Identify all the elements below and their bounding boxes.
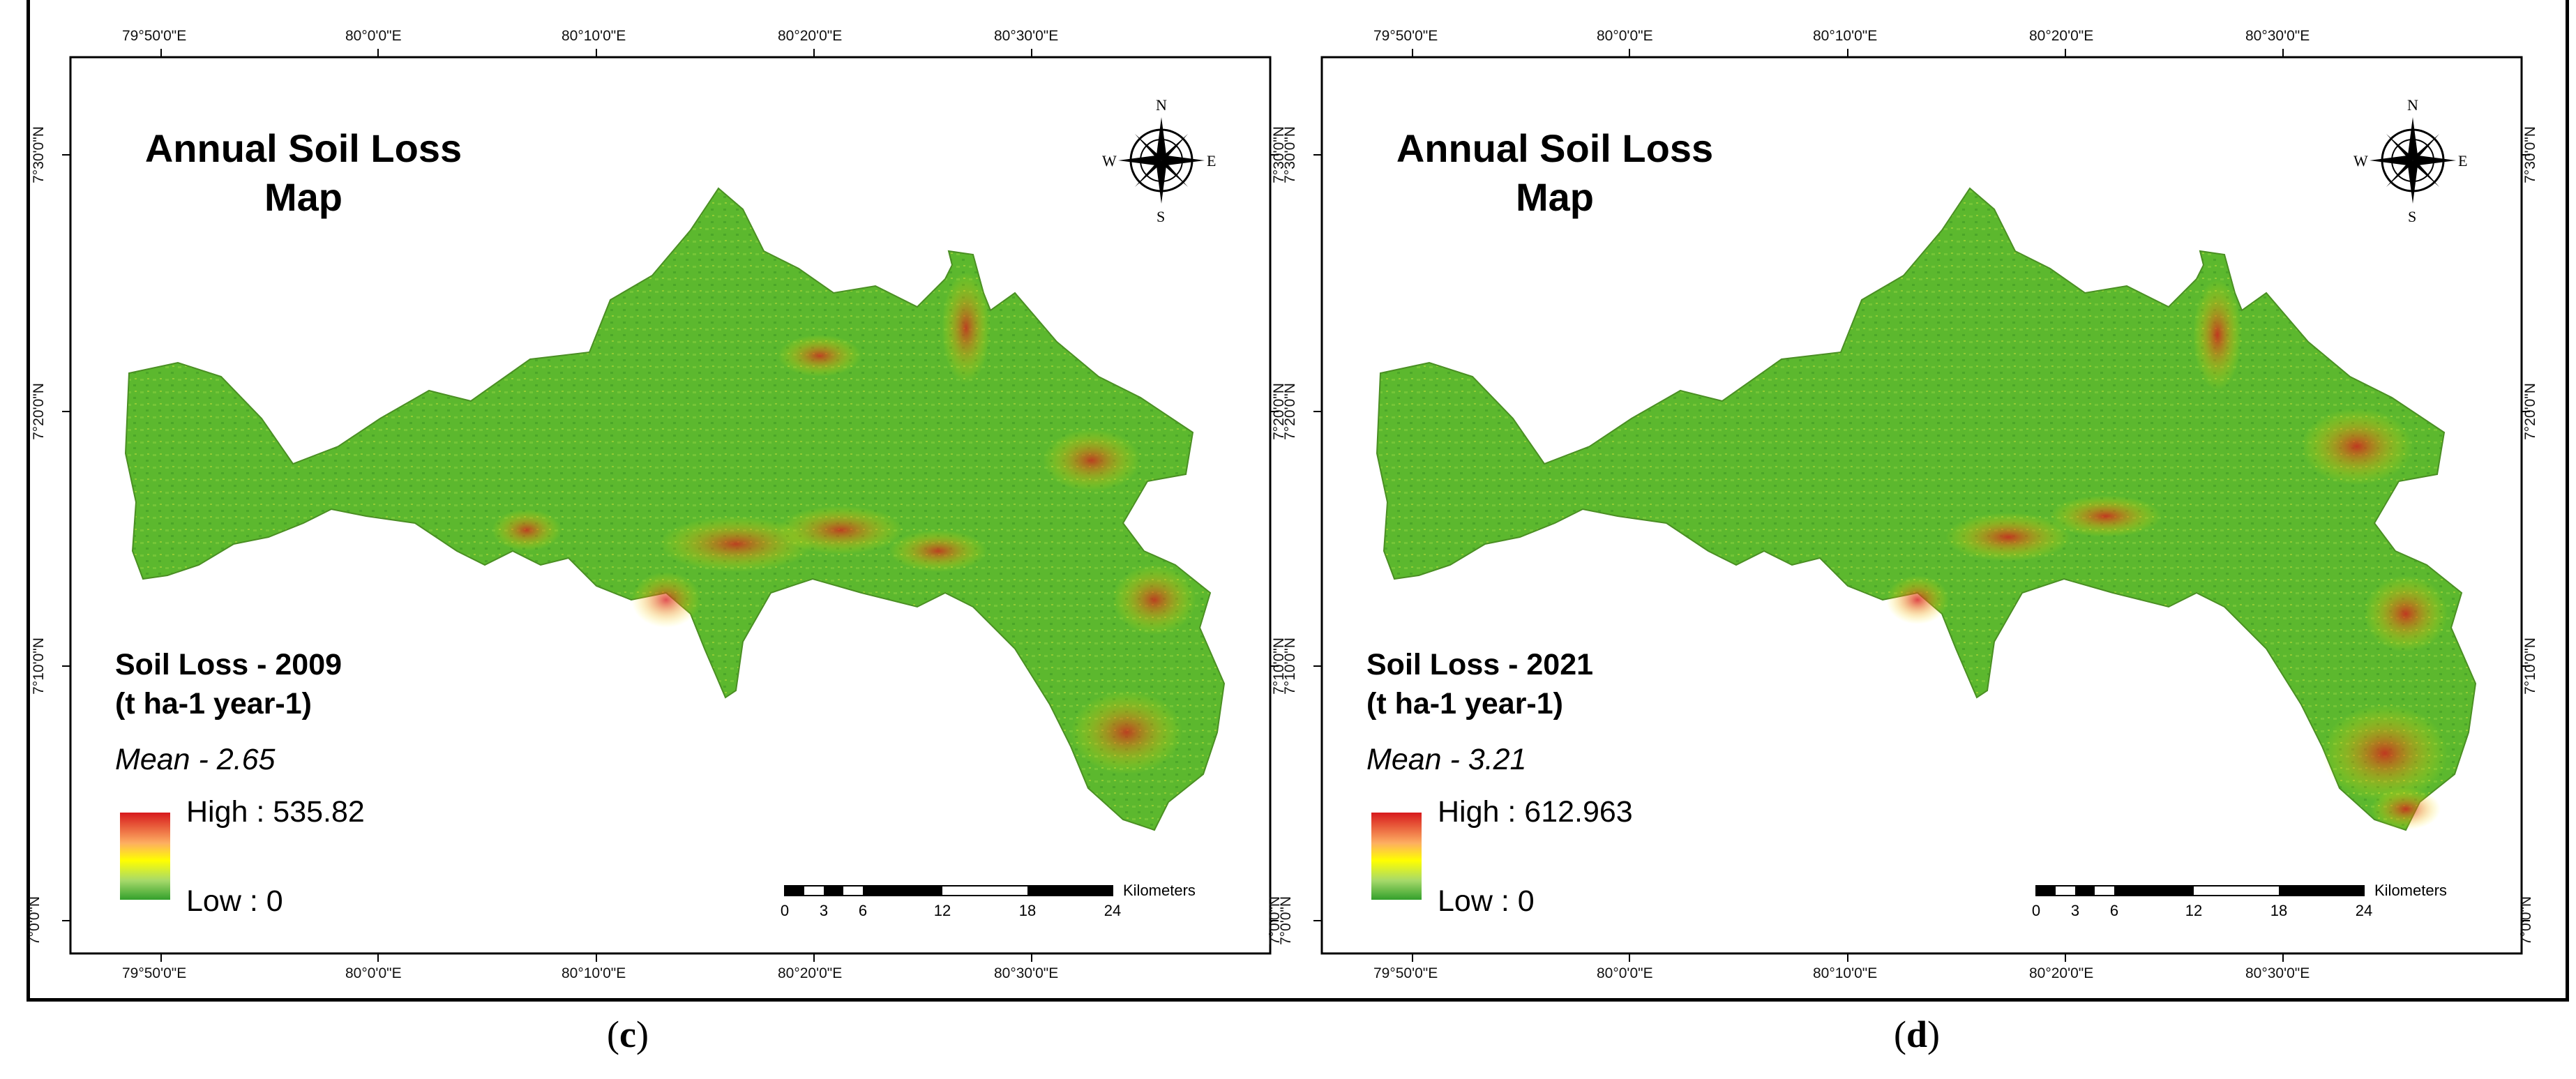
legend-high: High : 535.82 <box>186 795 365 829</box>
map-canvas <box>1313 49 2530 962</box>
scale-bar <box>2035 885 2365 896</box>
legend-high: High : 612.963 <box>1438 795 1633 829</box>
erosion-hotspots <box>492 272 1196 774</box>
lon-label-top: 80°20'0"E <box>2029 28 2094 44</box>
lat-label-left: 7°20'0"N <box>1281 383 1298 440</box>
map-title-line2: Map <box>264 175 342 219</box>
lat-label-left: 7°20'0"N <box>30 383 47 440</box>
lon-label-top: 79°50'0"E <box>1373 28 1438 44</box>
erosion-hotspots <box>1886 279 2448 830</box>
lat-label-left: 7°0'0"N <box>1278 896 1295 946</box>
lon-label-bottom: 80°20'0"E <box>778 965 843 981</box>
scale-tick: 18 <box>1018 902 1037 919</box>
legend-low: Low : 0 <box>186 884 283 918</box>
lat-label-left: 7°30'0"N <box>1281 126 1298 183</box>
legend-title-line2: (t ha-1 year-1) <box>115 687 312 720</box>
scale-tick: 0 <box>780 902 790 919</box>
compass-e: E <box>1207 152 1217 169</box>
lat-label-right: 7°10'0"N <box>2522 637 2538 695</box>
figure-frame <box>27 0 2569 1002</box>
legend-title: Soil Loss - 2021 (t ha-1 year-1) <box>1366 645 1593 723</box>
map-title-line1: Annual Soil Loss <box>144 126 462 170</box>
legend-color-ramp <box>120 813 170 900</box>
lon-label-bottom: 79°50'0"E <box>122 965 187 981</box>
map-title-line2: Map <box>1516 175 1594 219</box>
scale-tick: 3 <box>2070 902 2080 919</box>
scale-tick: 24 <box>2355 902 2373 919</box>
scale-bar <box>784 885 1113 896</box>
lon-label-bottom: 80°30'0"E <box>994 965 1059 981</box>
lat-label-right: 7°30'0"N <box>2522 126 2538 183</box>
panel-caption-d: (d) <box>1893 1013 1941 1055</box>
lon-label-top: 80°30'0"E <box>994 28 1059 44</box>
map-title: Annual Soil Loss Map <box>1359 124 1750 222</box>
legend-color-ramp <box>1371 813 1422 900</box>
graticule-ticks <box>62 49 1279 962</box>
lon-label-bottom: 80°0'0"E <box>1597 965 1653 981</box>
scale-tick: 6 <box>2109 902 2119 919</box>
lon-label-bottom: 79°50'0"E <box>1373 965 1438 981</box>
lon-label-bottom: 80°20'0"E <box>2029 965 2094 981</box>
lon-label-top: 79°50'0"E <box>122 28 187 44</box>
lon-label-bottom: 80°10'0"E <box>1813 965 1878 981</box>
lat-label-right: 7°20'0"N <box>2522 383 2538 440</box>
map-canvas <box>62 49 1279 962</box>
legend-title-line1: Soil Loss - 2009 <box>115 648 342 681</box>
panel-caption-letter: c <box>619 1013 636 1055</box>
legend-title-line1: Soil Loss - 2021 <box>1366 648 1594 681</box>
graticule-ticks <box>1313 49 2530 962</box>
scale-units: Kilometers <box>2374 882 2447 899</box>
panel-caption-letter: d <box>1906 1013 1928 1055</box>
scale-tick: 0 <box>2031 902 2041 919</box>
compass-s: S <box>2408 208 2417 225</box>
lat-label-left: 7°30'0"N <box>30 126 47 183</box>
scale-tick: 3 <box>819 902 829 919</box>
scale-tick: 18 <box>2270 902 2288 919</box>
lat-label-left: 7°10'0"N <box>30 637 47 695</box>
scale-tick: 12 <box>933 902 951 919</box>
compass-n: N <box>1156 96 1167 114</box>
compass-rose <box>2370 117 2456 204</box>
legend-low: Low : 0 <box>1438 884 1535 918</box>
compass-n: N <box>2407 96 2418 114</box>
legend-mean: Mean - 3.21 <box>1366 743 1527 776</box>
lon-label-top: 80°0'0"E <box>345 28 402 44</box>
lon-label-top: 80°10'0"E <box>1813 28 1878 44</box>
map-panel-d: 79°50'0"E 80°0'0"E 80°10'0"E 80°20'0"E 8… <box>1278 0 2552 997</box>
compass-e: E <box>2458 152 2468 169</box>
scale-tick: 24 <box>1104 902 1122 919</box>
legend-title-line2: (t ha-1 year-1) <box>1366 687 1563 720</box>
panel-caption-c: (c) <box>607 1013 649 1055</box>
compass-w: W <box>2353 152 2368 169</box>
lat-label-right: 7°0'0"N <box>2518 896 2535 946</box>
scale-tick: 6 <box>858 902 868 919</box>
lon-label-bottom: 80°0'0"E <box>345 965 402 981</box>
compass-s: S <box>1157 208 1166 225</box>
map-panel-c: 79°50'0"E 80°0'0"E 80°10'0"E 80°20'0"E 8… <box>27 0 1301 997</box>
legend-title: Soil Loss - 2009 (t ha-1 year-1) <box>115 645 342 723</box>
lat-label-left: 7°0'0"N <box>27 896 43 946</box>
compass-w: W <box>1102 152 1117 169</box>
scale-units: Kilometers <box>1123 882 1196 899</box>
map-title-line1: Annual Soil Loss <box>1396 126 1714 170</box>
lon-label-top: 80°0'0"E <box>1597 28 1653 44</box>
map-title: Annual Soil Loss Map <box>108 124 499 222</box>
lon-label-top: 80°20'0"E <box>778 28 843 44</box>
lon-label-top: 80°30'0"E <box>2245 28 2310 44</box>
lon-label-bottom: 80°30'0"E <box>2245 965 2310 981</box>
lon-label-bottom: 80°10'0"E <box>562 965 626 981</box>
compass-rose <box>1118 117 1205 204</box>
lon-label-top: 80°10'0"E <box>562 28 626 44</box>
scale-tick: 12 <box>2185 902 2203 919</box>
legend-mean: Mean - 2.65 <box>115 743 276 776</box>
lat-label-left: 7°10'0"N <box>1281 637 1298 695</box>
